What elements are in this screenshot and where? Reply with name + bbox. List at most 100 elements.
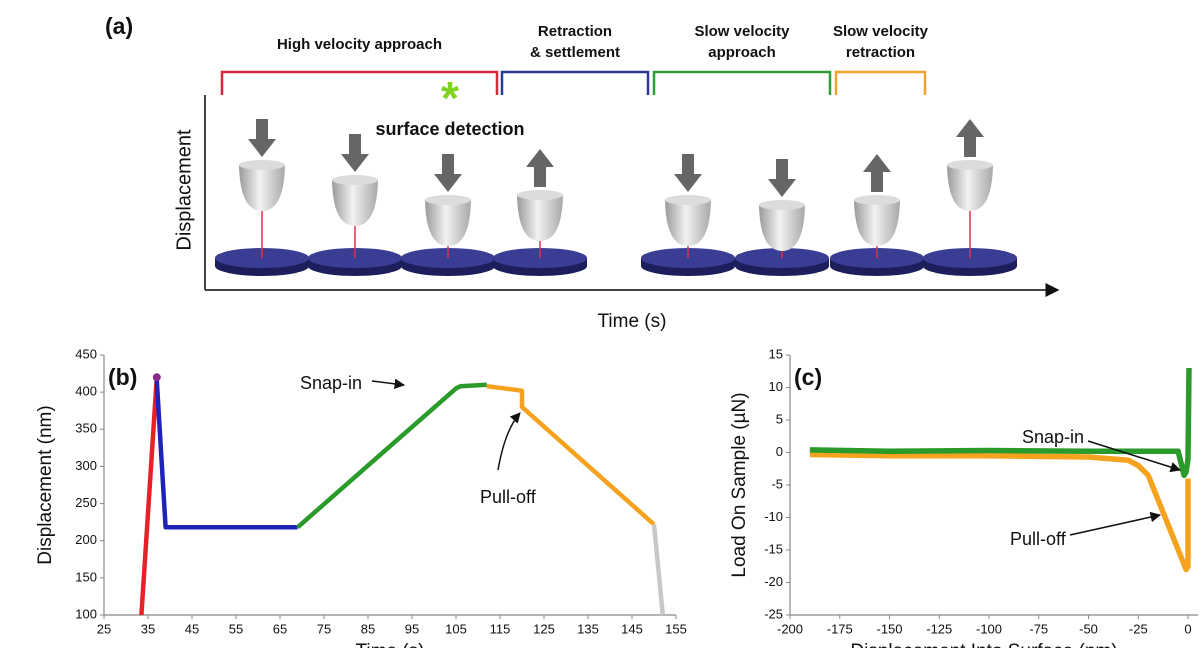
panel-label: (a)	[105, 13, 133, 39]
x-tick-label: 45	[185, 621, 199, 636]
indenter-top	[425, 195, 471, 205]
x-tick-label: 85	[361, 621, 375, 636]
y-tick-label: 15	[769, 346, 783, 361]
data-line	[809, 367, 1192, 479]
axis-title: Load On Sample (µN)	[729, 392, 750, 577]
indenter-top	[517, 190, 563, 200]
x-tick-label: -125	[926, 621, 952, 636]
arrow	[956, 119, 984, 157]
y-tick-label: 400	[75, 384, 97, 399]
y-tick-label: 200	[75, 532, 97, 547]
data-line	[154, 380, 298, 530]
annotation-arrow	[497, 412, 521, 471]
arrow	[674, 154, 702, 192]
x-tick-label: -100	[976, 621, 1002, 636]
indenter-top	[239, 160, 285, 170]
indenter	[665, 200, 711, 246]
phase-label: Slow velocity	[694, 23, 790, 40]
axis-title: Time (s)	[356, 641, 425, 648]
data-line	[651, 524, 666, 616]
arrow	[526, 149, 554, 187]
data-line	[486, 383, 656, 527]
indenter	[425, 200, 471, 246]
asterisk: *	[441, 72, 459, 124]
x-tick-label: 115	[490, 621, 511, 636]
axis-title: Time (s)	[598, 311, 667, 332]
indenter	[239, 165, 285, 211]
indenter-top	[332, 175, 378, 185]
x-tick-label: -50	[1079, 621, 1098, 636]
phase-bracket	[220, 70, 499, 95]
x-tick-label: -200	[777, 621, 803, 636]
y-tick-label: 5	[776, 411, 783, 426]
y-tick-label: 300	[75, 458, 97, 473]
phase-label: High velocity approach	[277, 36, 442, 53]
y-tick-label: 10	[769, 379, 783, 394]
arrow	[434, 154, 462, 192]
axis-title: Displacement (nm)	[35, 405, 56, 564]
x-tick-label: 105	[445, 621, 467, 636]
x-tick-label: 0	[1184, 621, 1191, 636]
x-tick-label: -150	[876, 621, 902, 636]
annotation: Pull-off	[480, 487, 537, 507]
phase-bracket	[834, 70, 927, 95]
y-tick-label: 150	[75, 569, 97, 584]
phase-bracket	[652, 70, 832, 95]
annotation-arrow	[371, 378, 406, 390]
arrow	[863, 154, 891, 192]
y-tick-label: -25	[764, 606, 783, 621]
phase-label: retraction	[846, 44, 915, 61]
schematic: (a) Displacement Time (s) surface detect…	[105, 13, 1060, 332]
axis-title: Displacement	[173, 129, 195, 251]
annotation: Pull-off	[1010, 529, 1067, 549]
phase-label: Slow velocity	[833, 23, 929, 40]
x-tick-label: 25	[97, 621, 111, 636]
x-tick-label: 95	[405, 621, 419, 636]
y-tick-label: 250	[75, 495, 97, 510]
annotation: Snap-in	[300, 373, 362, 393]
x-tick-label: 75	[317, 621, 331, 636]
indenter-top	[665, 195, 711, 205]
x-tick-label: 65	[273, 621, 287, 636]
phase-label: approach	[708, 44, 776, 61]
x-tick-label: 155	[665, 621, 687, 636]
arrow	[341, 134, 369, 172]
indenter	[759, 205, 805, 251]
arrow	[248, 119, 276, 157]
annotation-arrow	[1069, 511, 1162, 536]
x-tick-label: 145	[621, 621, 643, 636]
x-tick-label: 135	[577, 621, 599, 636]
x-tick-label: 35	[141, 621, 155, 636]
indenter-top	[759, 200, 805, 210]
y-tick-label: -20	[764, 574, 783, 589]
panel-label: (c)	[794, 364, 822, 390]
x-tick-label: -75	[1029, 621, 1048, 636]
note: surface detection	[375, 119, 524, 139]
arrow	[768, 159, 796, 197]
y-tick-label: 450	[75, 346, 97, 361]
y-tick-label: 100	[75, 606, 97, 621]
indenter	[854, 200, 900, 246]
point	[152, 373, 161, 382]
indenter	[947, 165, 993, 211]
indenter	[332, 180, 378, 226]
phase-label: & settlement	[530, 44, 620, 61]
y-tick-label: -5	[771, 476, 783, 491]
x-tick-label: 55	[229, 621, 243, 636]
x-tick-label: -25	[1129, 621, 1148, 636]
annotation-arrow	[1087, 440, 1182, 473]
y-tick-label: -15	[764, 541, 783, 556]
panel-label: (b)	[108, 364, 137, 390]
data-line	[296, 382, 487, 529]
y-tick-label: -10	[764, 509, 783, 524]
axis-title: Displacement Into Surface (nm)	[850, 641, 1117, 648]
indenter-top	[947, 160, 993, 170]
data-line	[139, 377, 160, 616]
x-tick-label: -175	[827, 621, 853, 636]
x-tick-label: 125	[533, 621, 555, 636]
data-line	[809, 451, 1191, 573]
y-tick-label: 0	[776, 444, 783, 459]
y-tick-label: 350	[75, 421, 97, 436]
phase-label: Retraction	[538, 23, 612, 40]
